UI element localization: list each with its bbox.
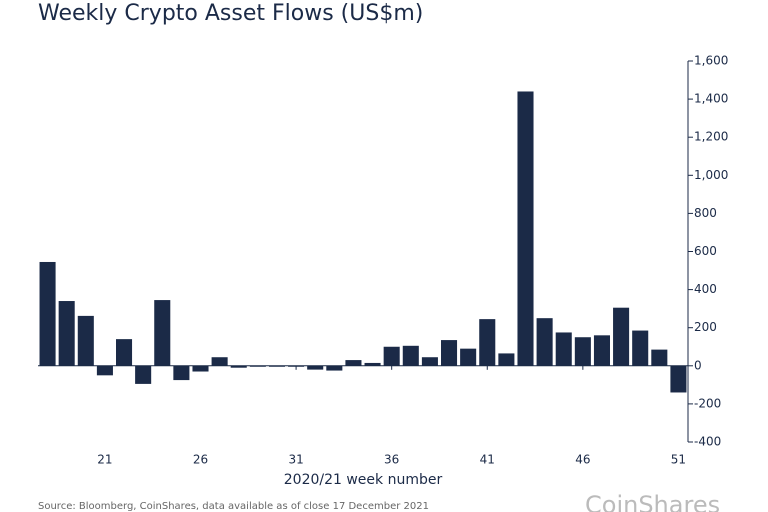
source-note: Source: Bloomberg, CoinShares, data avai… <box>38 501 429 512</box>
bar <box>345 360 362 366</box>
bar <box>536 318 553 366</box>
bar <box>230 365 247 368</box>
bar <box>383 346 400 366</box>
y-tick-label: 0 <box>694 358 702 372</box>
y-tick-label: 400 <box>694 282 717 296</box>
x-tick-label: 36 <box>384 453 399 467</box>
x-tick-label: 31 <box>288 453 303 467</box>
bar <box>58 301 75 366</box>
bar <box>211 357 228 366</box>
bar <box>421 357 438 366</box>
y-tick-label: -200 <box>694 396 721 410</box>
bar <box>135 365 152 384</box>
y-tick-label: 1,000 <box>694 168 728 182</box>
bar <box>670 365 687 393</box>
bar <box>479 319 496 366</box>
y-tick-label: -400 <box>694 435 721 449</box>
x-tick-label: 46 <box>575 453 590 467</box>
bar <box>116 339 133 366</box>
bar <box>364 362 381 366</box>
bar <box>632 330 649 366</box>
y-tick-label: 1,600 <box>694 54 728 68</box>
bar <box>402 345 419 366</box>
y-tick-label: 1,400 <box>694 92 728 106</box>
x-tick-label: 26 <box>193 453 208 467</box>
bar <box>517 91 534 366</box>
bar <box>555 332 572 366</box>
bar <box>498 353 515 366</box>
bar <box>651 349 668 366</box>
bar <box>192 365 209 372</box>
logo: CoinShares <box>585 491 720 512</box>
bar <box>613 307 630 366</box>
chart-title: Weekly Crypto Asset Flows (US$m) <box>38 1 423 26</box>
y-tick-label: 1,200 <box>694 130 728 144</box>
x-tick-label: 41 <box>480 453 495 467</box>
bar <box>460 348 477 366</box>
x-axis-label: 2020/21 week number <box>284 472 443 488</box>
x-tick-label: 51 <box>671 453 686 467</box>
bar <box>574 337 591 366</box>
y-tick-label: 800 <box>694 206 717 220</box>
bar <box>77 315 94 366</box>
y-tick-label: 600 <box>694 244 717 258</box>
bar <box>154 300 171 366</box>
bar <box>441 340 458 366</box>
y-tick-label: 200 <box>694 320 717 334</box>
bar <box>96 365 113 376</box>
bar <box>307 365 324 370</box>
bar <box>593 335 610 366</box>
x-tick-label: 21 <box>97 453 112 467</box>
bar <box>173 365 190 381</box>
bar <box>326 365 343 371</box>
bar <box>39 261 56 366</box>
